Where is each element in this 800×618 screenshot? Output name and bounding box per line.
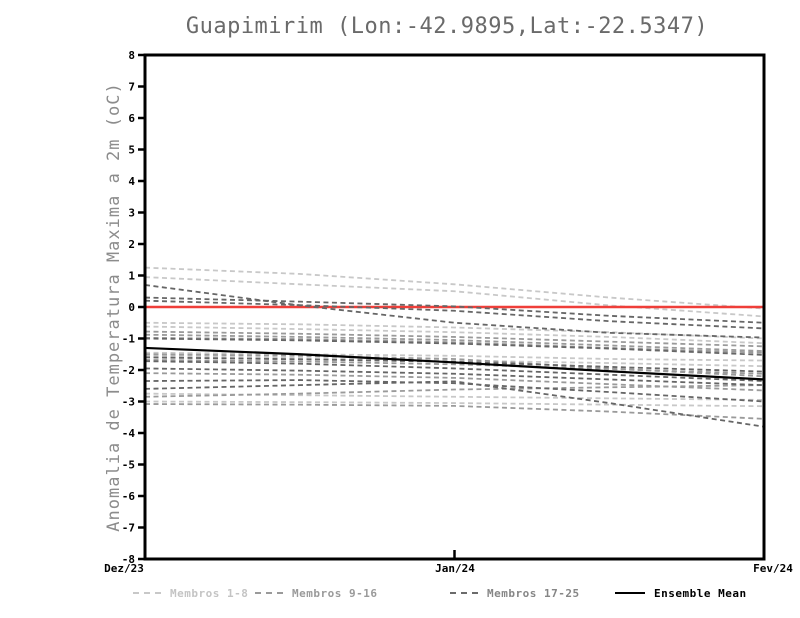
y-tick-label: 1	[128, 270, 135, 283]
member-line	[144, 367, 765, 387]
member-line	[144, 299, 765, 330]
y-tick-label: -7	[122, 522, 135, 535]
member-line	[144, 403, 765, 420]
member-line	[144, 296, 765, 324]
member-line	[144, 333, 765, 352]
member-line	[144, 266, 765, 310]
x-tick-label: Jan/24	[435, 562, 475, 575]
legend-item-membros-17-25: Membros 17-25	[450, 584, 580, 602]
dashed-line-sample-icon	[255, 592, 283, 594]
member-line	[144, 384, 765, 398]
y-tick-label: -2	[122, 364, 135, 377]
chart-title: Guapimirim (Lon:-42.9895,Lat:-22.5347)	[185, 14, 709, 39]
legend-item-ensemble-mean: Ensemble Mean	[615, 584, 747, 602]
member-line	[144, 353, 765, 378]
y-tick-label: 3	[128, 207, 135, 220]
member-line	[144, 380, 765, 428]
y-tick-label: -6	[122, 490, 136, 503]
member-line	[144, 276, 765, 318]
member-line	[144, 360, 765, 382]
member-line	[144, 392, 765, 401]
y-tick-label: 6	[128, 112, 135, 125]
member-line	[144, 372, 765, 392]
y-tick-label: 7	[128, 81, 135, 94]
member-line	[144, 354, 765, 368]
y-tick-label: 0	[128, 301, 135, 314]
y-tick-label: -3	[122, 396, 135, 409]
member-line	[144, 379, 765, 403]
member-line	[144, 321, 765, 340]
dashed-line-sample-icon	[450, 592, 478, 594]
legend-label: Ensemble Mean	[654, 586, 747, 600]
member-line	[144, 336, 765, 354]
y-tick-label: -4	[122, 427, 136, 440]
legend-label: Membros 17-25	[487, 586, 580, 600]
member-line	[144, 284, 765, 339]
dashed-line-sample-icon	[133, 592, 161, 594]
x-tick-label: Fev/24	[753, 562, 793, 575]
member-line	[144, 337, 765, 356]
member-line	[144, 330, 765, 348]
member-line	[144, 359, 765, 375]
legend-label: Membros 1-8	[170, 586, 249, 600]
y-tick-label: 2	[128, 238, 135, 251]
member-line	[144, 351, 765, 362]
y-tick-label: -5	[122, 459, 135, 472]
y-tick-label: -1	[122, 333, 136, 346]
y-tick-label: 8	[128, 49, 135, 62]
y-tick-label: 4	[128, 175, 135, 188]
legend-item-membros-1-8: Membros 1-8	[133, 584, 248, 602]
x-tick-label: Dez/23	[104, 562, 144, 575]
legend: Membros 1-8 Membros 9-16 Membros 17-25 Ense…	[0, 584, 800, 602]
legend-label: Membros 9-16	[292, 586, 378, 600]
ensemble-mean-line	[144, 346, 765, 381]
y-tick-label: -8	[122, 553, 135, 566]
member-line	[144, 400, 765, 408]
solid-line-sample-icon	[615, 592, 645, 594]
y-tick-label: 5	[128, 144, 135, 157]
legend-item-membros-9-16: Membros 9-16	[255, 584, 377, 602]
member-line	[144, 325, 765, 345]
